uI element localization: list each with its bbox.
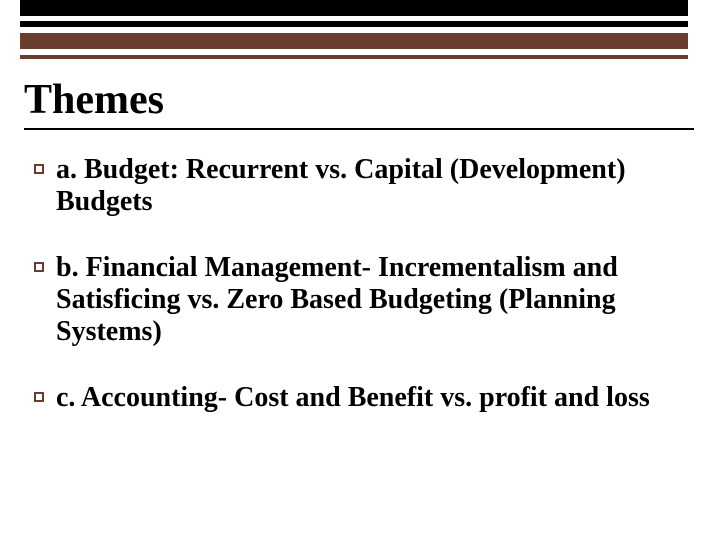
decoration-band bbox=[20, 21, 688, 27]
decoration-band bbox=[20, 0, 688, 16]
list-item-text: a. Budget: Recurrent vs. Capital (Develo… bbox=[56, 154, 626, 217]
list-item-text: b. Financial Management- Incrementalism … bbox=[56, 252, 618, 347]
slide-title: Themes bbox=[24, 76, 164, 124]
title-underline bbox=[24, 128, 694, 130]
list-item: a. Budget: Recurrent vs. Capital (Develo… bbox=[56, 154, 660, 218]
list-item: b. Financial Management- Incrementalism … bbox=[56, 252, 660, 348]
bullet-square-icon bbox=[34, 262, 44, 272]
title-area: Themes bbox=[24, 76, 164, 124]
body-area: a. Budget: Recurrent vs. Capital (Develo… bbox=[56, 154, 660, 414]
decoration-band bbox=[20, 55, 688, 59]
list-item-text: c. Accounting- Cost and Benefit vs. prof… bbox=[56, 382, 650, 413]
bullet-square-icon bbox=[34, 164, 44, 174]
decoration-band bbox=[20, 33, 688, 49]
list-item: c. Accounting- Cost and Benefit vs. prof… bbox=[56, 382, 660, 414]
slide: Themes a. Budget: Recurrent vs. Capital … bbox=[0, 0, 720, 540]
bullet-square-icon bbox=[34, 392, 44, 402]
